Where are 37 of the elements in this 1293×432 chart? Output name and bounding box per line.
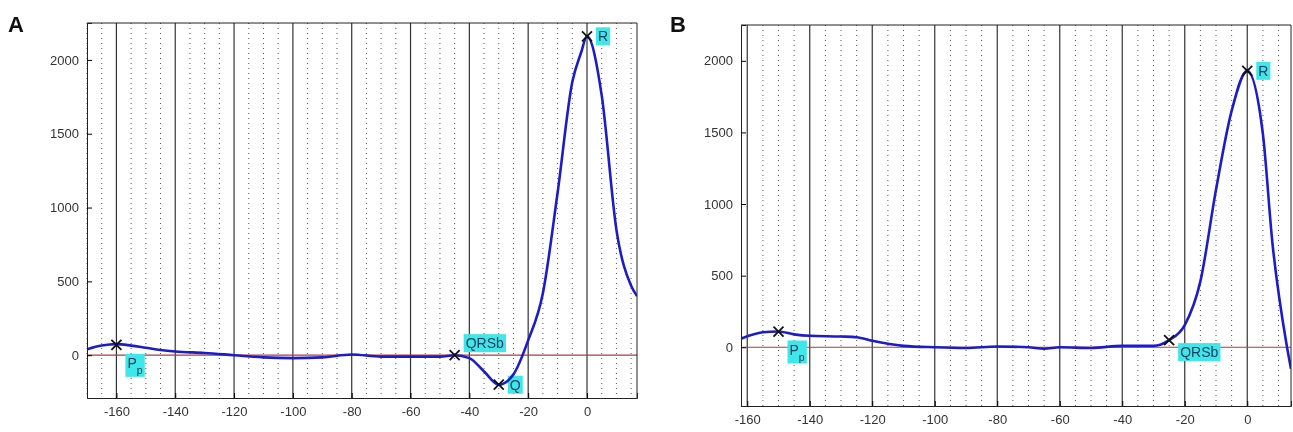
annotation: P$_{p}$	[127, 354, 143, 376]
x-tick-label: -100	[922, 412, 949, 428]
x-tick-label: -40	[1113, 412, 1133, 428]
y-tick-label: 0	[71, 347, 79, 363]
annotation: QRSb	[465, 335, 504, 352]
y-tick-label: 500	[57, 274, 79, 290]
x-tick-label: -140	[797, 412, 824, 428]
chart-title: A	[8, 12, 24, 37]
y-tick-label: 500	[711, 268, 733, 284]
annotation: Q	[509, 376, 521, 393]
y-tick-label: 1500	[50, 126, 79, 142]
x-tick-label: 0	[583, 404, 592, 420]
x-tick-label: -120	[859, 412, 886, 428]
x-tick-label: -160	[734, 412, 761, 428]
x-tick-label: -40	[460, 404, 480, 420]
annotation: P$_{p}$	[789, 341, 805, 363]
annotation: R	[1258, 62, 1269, 79]
y-tick-label: 2000	[50, 52, 79, 68]
x-tick-label: -100	[280, 404, 307, 420]
y-tick-label: 0	[725, 339, 733, 355]
x-tick-label: -20	[1175, 412, 1195, 428]
x-tick-label: -20	[519, 404, 539, 420]
x-tick-label: -60	[401, 404, 421, 420]
x-tick-label: 0	[1244, 412, 1252, 428]
y-tick-label: 1500	[704, 125, 733, 141]
x-tick-label: -140	[162, 404, 189, 420]
y-tick-label: 2000	[704, 53, 733, 69]
chart-title: B	[670, 12, 686, 37]
x-tick-label: -80	[988, 412, 1008, 428]
x-tick-label: -80	[342, 404, 362, 420]
y-tick-label: 1000	[704, 196, 733, 212]
annotation: R	[598, 28, 609, 45]
x-tick-label: -160	[103, 404, 130, 420]
x-tick-label: -120	[221, 404, 248, 420]
annotation: QRSb	[1180, 344, 1219, 361]
y-tick-label: 1000	[50, 200, 79, 216]
x-tick-label: -60	[1050, 412, 1070, 428]
